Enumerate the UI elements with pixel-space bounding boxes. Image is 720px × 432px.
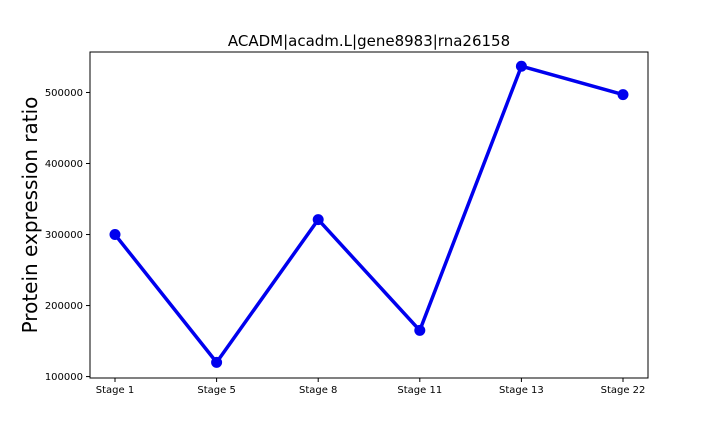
x-tick-label: Stage 1 <box>96 385 134 396</box>
series-line <box>113 64 625 365</box>
plot-frame <box>89 51 649 379</box>
data-point <box>312 214 324 226</box>
x-tick-label: Stage 11 <box>397 385 442 396</box>
data-point <box>414 324 426 336</box>
series-layer <box>109 60 629 368</box>
y-tick-label: 500000 <box>45 88 83 99</box>
x-tick-label: Stage 8 <box>299 385 337 396</box>
data-point <box>109 229 121 241</box>
y-tick-label: 200000 <box>45 301 83 312</box>
chart-title: ACADM|acadm.L|gene8983|rna26158 <box>228 32 510 50</box>
y-tick-label: 400000 <box>45 159 83 170</box>
x-axis-ticks: Stage 1 Stage 5 Stage 8 Stage 11 Stage 13 Sta… <box>96 378 646 396</box>
data-point <box>211 356 223 368</box>
y-axis-label: Protein expression ratio <box>18 97 42 334</box>
x-tick-label: Stage 13 <box>499 385 544 396</box>
data-point <box>617 89 629 101</box>
y-tick-label: 100000 <box>45 372 83 383</box>
x-tick-label: Stage 22 <box>601 385 646 396</box>
data-point <box>515 60 527 72</box>
y-axis-ticks: 100000 200000 300000 400000 500000 <box>45 88 90 383</box>
x-tick-label: Stage 5 <box>197 385 235 396</box>
y-tick-label: 300000 <box>45 230 83 241</box>
